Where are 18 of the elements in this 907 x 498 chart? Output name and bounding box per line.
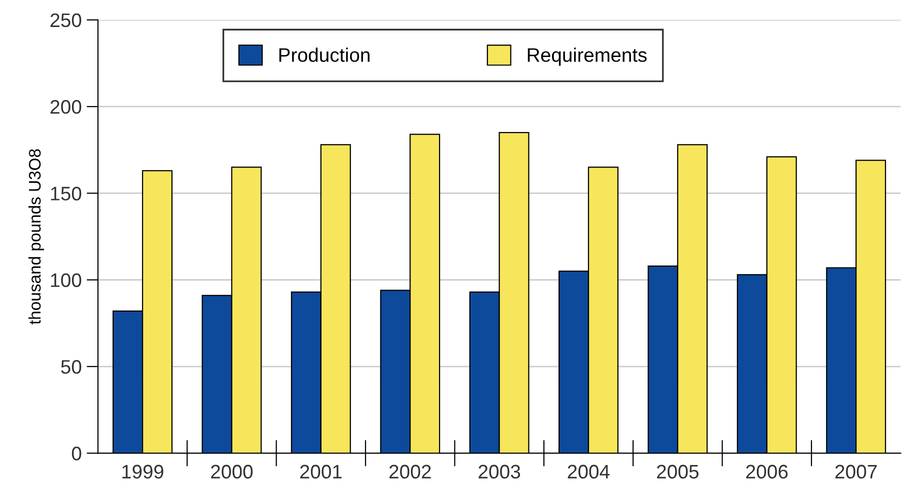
x-tick-label: 2006 [746, 464, 788, 479]
y-tick-label: 0 [72, 446, 82, 460]
x-tick-label: 2001 [300, 464, 342, 479]
x-tick-label: 2007 [835, 464, 877, 479]
y-axis-title: thousand pounds U3O8 [28, 149, 44, 324]
x-tick-label: 2004 [568, 464, 610, 479]
legend-label: Production [279, 48, 370, 62]
y-tick-label: 50 [61, 360, 82, 374]
y-tick-label: 100 [51, 273, 82, 288]
y-tick-label: 150 [51, 186, 82, 200]
legend-label: Requirements [528, 48, 647, 66]
x-tick-label: 2003 [478, 464, 520, 479]
y-tick-label: 250 [50, 13, 82, 28]
x-tick-label: 2000 [211, 464, 253, 479]
x-tick-label: 2002 [389, 464, 431, 479]
y-tick-label: 200 [50, 100, 82, 114]
x-tick-label: 2005 [657, 464, 698, 479]
x-tick-label: 1999 [122, 464, 164, 479]
